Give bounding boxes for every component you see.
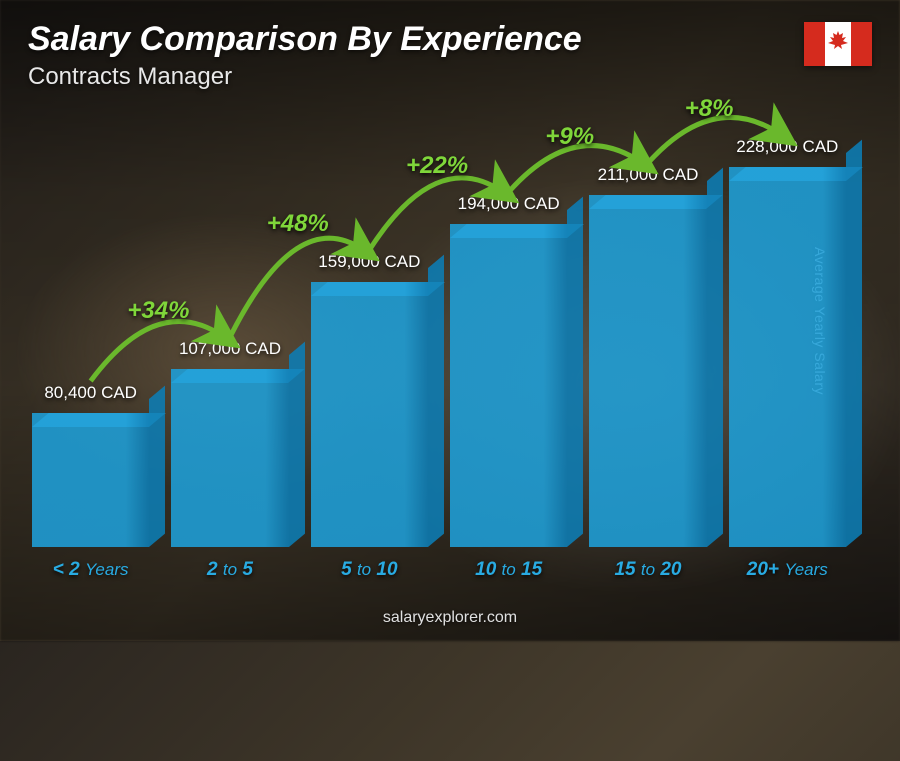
category-labels: < 2 Years 2 to 5 5 to 10 10 to 15 15 to 20 20…	[32, 559, 846, 581]
bar-value-label: 159,000 CAD	[318, 252, 420, 272]
salary-bar-chart: 80,400 CAD 107,000 CAD 159,000 CAD 194,0…	[32, 120, 846, 581]
category-label: 2 to 5	[171, 559, 288, 581]
bar-slot: 107,000 CAD	[171, 339, 288, 547]
bar-3d	[729, 167, 846, 547]
bar-value-label: 228,000 CAD	[736, 137, 838, 157]
bar-front-face	[450, 224, 567, 547]
category-label: 5 to 10	[311, 559, 428, 581]
bar-side-face	[846, 140, 862, 547]
bar-slot: 211,000 CAD	[589, 165, 706, 547]
bar-front-face	[171, 369, 288, 547]
bar-side-face	[707, 168, 723, 547]
bar-side-face	[289, 342, 305, 547]
chart-subtitle: Contracts Manager	[28, 63, 872, 91]
canada-flag-icon	[804, 22, 872, 66]
category-label: 20+ Years	[729, 559, 846, 581]
bar-value-label: 107,000 CAD	[179, 339, 281, 359]
bar-slot: 194,000 CAD	[450, 194, 567, 547]
bars-container: 80,400 CAD 107,000 CAD 159,000 CAD 194,0…	[32, 120, 846, 547]
chart-title: Salary Comparison By Experience	[28, 20, 872, 59]
flag-left-band	[804, 22, 825, 66]
bar-value-label: 194,000 CAD	[458, 194, 560, 214]
bar-3d	[171, 369, 288, 547]
footer-source: salaryexplorer.com	[0, 609, 900, 627]
bar-side-face	[428, 255, 444, 547]
bar-side-face	[149, 386, 165, 547]
bar-side-face	[567, 197, 583, 547]
bar-value-label: 211,000 CAD	[598, 165, 699, 185]
bar-front-face	[729, 167, 846, 547]
bar-slot: 228,000 CAD	[729, 137, 846, 547]
bar-3d	[32, 413, 149, 547]
bar-3d	[311, 282, 428, 547]
bar-slot: 159,000 CAD	[311, 252, 428, 547]
category-label: 10 to 15	[450, 559, 567, 581]
flag-right-band	[851, 22, 872, 66]
bar-value-label: 80,400 CAD	[44, 383, 137, 403]
bar-slot: 80,400 CAD	[32, 383, 149, 547]
category-label: 15 to 20	[589, 559, 706, 581]
bar-front-face	[32, 413, 149, 547]
bar-3d	[589, 195, 706, 547]
header: Salary Comparison By Experience Contract…	[28, 20, 872, 91]
bar-front-face	[589, 195, 706, 547]
bar-3d	[450, 224, 567, 547]
bar-front-face	[311, 282, 428, 547]
flag-center-band	[825, 22, 851, 66]
maple-leaf-icon	[828, 31, 848, 57]
category-label: < 2 Years	[32, 559, 149, 581]
